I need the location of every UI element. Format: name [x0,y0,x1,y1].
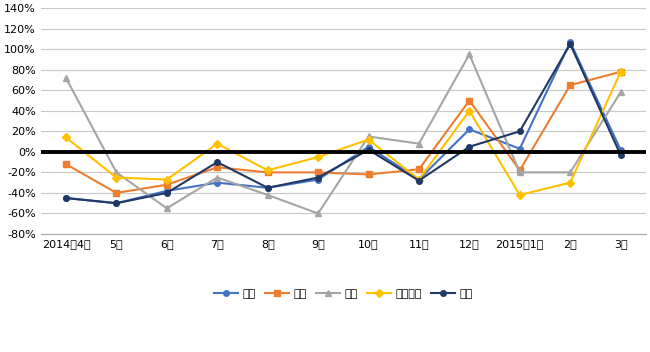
台湾 [112,201,120,205]
香港 [314,170,322,175]
タイ [516,170,524,175]
台湾 [213,181,221,185]
イギリス [365,137,372,142]
香港 [516,168,524,172]
Line: イギリス: イギリス [63,69,623,198]
韓国 [314,175,322,180]
香港 [62,162,70,166]
イギリス [566,181,574,185]
香港 [415,167,423,171]
Line: 韓国: 韓国 [63,41,623,206]
香港 [566,83,574,87]
イギリス [415,177,423,182]
タイ [465,52,473,56]
タイ [617,90,625,94]
韓国 [617,153,625,157]
イギリス [516,193,524,197]
台湾 [516,147,524,151]
Line: タイ: タイ [63,52,623,216]
香港 [617,70,625,74]
香港 [112,191,120,195]
香港 [163,183,171,187]
Line: 台湾: 台湾 [63,39,623,206]
イギリス [213,142,221,146]
香港 [465,99,473,103]
台湾 [415,177,423,182]
韓国 [112,201,120,205]
Legend: 台湾, 香港, タイ, イギリス, 韓国: 台湾, 香港, タイ, イギリス, 韓国 [209,285,478,303]
イギリス [617,70,625,74]
イギリス [163,177,171,182]
台湾 [365,145,372,149]
イギリス [465,109,473,113]
台湾 [163,189,171,193]
台湾 [264,186,272,190]
韓国 [62,196,70,200]
韓国 [264,186,272,190]
イギリス [112,175,120,180]
タイ [264,193,272,197]
韓国 [163,191,171,195]
韓国 [415,178,423,183]
韓国 [465,145,473,149]
韓国 [213,160,221,164]
タイ [566,170,574,175]
香港 [264,170,272,175]
台湾 [62,196,70,200]
韓国 [516,129,524,133]
タイ [314,211,322,215]
タイ [415,142,423,146]
韓国 [365,148,372,152]
台湾 [566,40,574,44]
香港 [213,165,221,169]
韓国 [566,42,574,46]
タイ [365,134,372,139]
イギリス [62,136,70,140]
タイ [112,170,120,175]
タイ [62,76,70,80]
イギリス [314,155,322,159]
台湾 [465,127,473,131]
台湾 [617,148,625,152]
タイ [163,206,171,210]
香港 [365,172,372,177]
タイ [213,175,221,180]
Line: 香港: 香港 [63,69,623,196]
台湾 [314,177,322,182]
イギリス [264,168,272,172]
